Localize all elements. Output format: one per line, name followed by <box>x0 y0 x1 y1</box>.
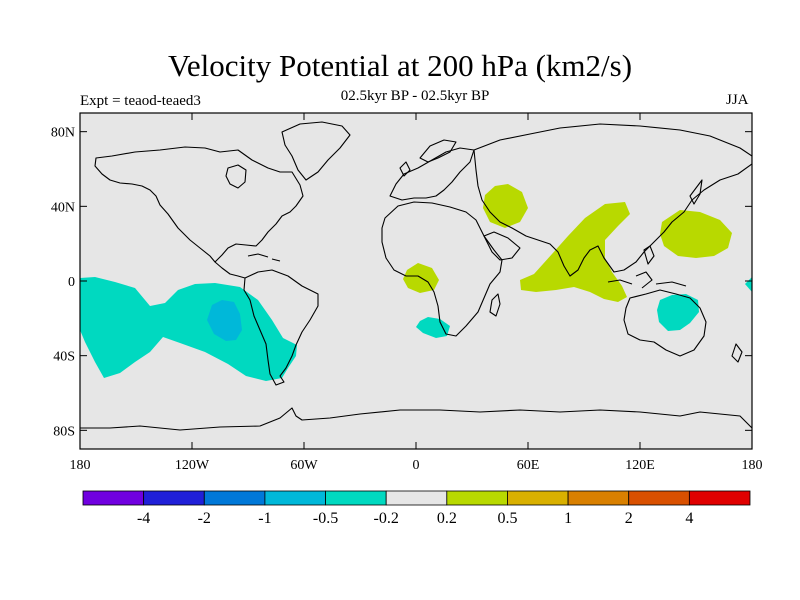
colorbar-swatch <box>82 490 145 506</box>
coastlines <box>80 121 752 431</box>
anomaly-region-east-pacific <box>80 277 297 381</box>
coastline-australia <box>623 289 707 357</box>
coastline-new-zealand <box>731 343 743 363</box>
coastline-europe <box>389 147 475 201</box>
colorbar-swatch <box>203 490 266 506</box>
latitude-axis: 80N 40N 0 40S 80S <box>51 126 752 439</box>
colorbar-label: -4 <box>137 510 150 527</box>
coastline-hudson-bay <box>225 164 247 189</box>
anomaly-region-south-atlantic <box>416 317 450 338</box>
colorbar-swatch <box>385 490 448 506</box>
coastline-africa <box>381 201 503 337</box>
coastline-madagascar <box>489 293 501 317</box>
lon-tick-label: 120W <box>175 458 210 473</box>
figure-subtitle: 02.5kyr BP - 02.5kyr BP <box>340 88 490 104</box>
colorbar-swatch <box>143 490 205 506</box>
colorbar-label: -1 <box>258 510 271 527</box>
colorbar-label: -0.2 <box>374 510 399 527</box>
lat-tick-label: 40N <box>51 200 75 215</box>
coastline-philippines <box>643 245 655 265</box>
colorbar-label: 2 <box>625 510 633 527</box>
coastline-caribbean <box>247 253 281 262</box>
colorbar: -4 -2 -1 -0.5 -0.2 0.2 0.5 1 2 4 <box>82 490 751 527</box>
coastline-antarctica <box>80 407 752 431</box>
colorbar-label: 0.5 <box>497 510 517 527</box>
colorbar-label: -0.5 <box>313 510 338 527</box>
coastline-japan <box>689 179 703 205</box>
anomaly-region-indian-ocean <box>520 202 630 302</box>
coastline-asia <box>473 123 752 277</box>
lat-tick-label: 80N <box>51 126 75 141</box>
colorbar-swatch <box>688 490 751 506</box>
coastline-central-america <box>214 261 246 279</box>
colorbar-swatch <box>567 490 630 506</box>
colorbar-swatch <box>325 490 387 506</box>
coastline-south-america <box>243 269 319 386</box>
anomaly-region-australia <box>657 294 699 331</box>
figure-title: Velocity Potential at 200 hPa (km2/s) <box>167 48 633 83</box>
lat-tick-label: 80S <box>53 424 75 439</box>
coastline-scandinavia <box>419 139 457 163</box>
lon-tick-label: 180 <box>742 458 763 473</box>
anomaly-region-southeast-pacific-core <box>207 300 242 341</box>
longitude-axis: 180 120W 60W 0 60E 120E 180 <box>70 113 763 473</box>
coastline-north-america <box>94 146 304 263</box>
anomaly-region-west-pacific <box>660 210 732 258</box>
colorbar-label: 1 <box>564 510 572 527</box>
colorbar-label: 0.2 <box>437 510 457 527</box>
colorbar-label: -2 <box>198 510 211 527</box>
coastline-indonesia <box>607 271 687 289</box>
coastline-arabia <box>483 231 521 261</box>
colorbar-swatch <box>507 490 569 506</box>
lon-tick-label: 180 <box>70 458 91 473</box>
coastline-greenland <box>281 121 351 181</box>
coastline-british-isles <box>399 161 411 177</box>
lon-tick-label: 0 <box>413 458 420 473</box>
colorbar-label: 4 <box>685 510 693 527</box>
lon-tick-label: 60E <box>517 458 540 473</box>
lon-tick-label: 120E <box>625 458 655 473</box>
colorbar-swatch <box>446 490 508 506</box>
lat-tick-label: 40S <box>53 350 75 365</box>
season-label: JJA <box>726 92 749 108</box>
colorbar-swatch <box>628 490 690 506</box>
colorbar-swatch <box>264 490 326 506</box>
experiment-label: Expt = teaod-teaed3 <box>80 93 201 109</box>
anomaly-shading <box>80 184 752 381</box>
lon-tick-label: 60W <box>290 458 318 473</box>
lat-tick-label: 0 <box>68 275 75 290</box>
